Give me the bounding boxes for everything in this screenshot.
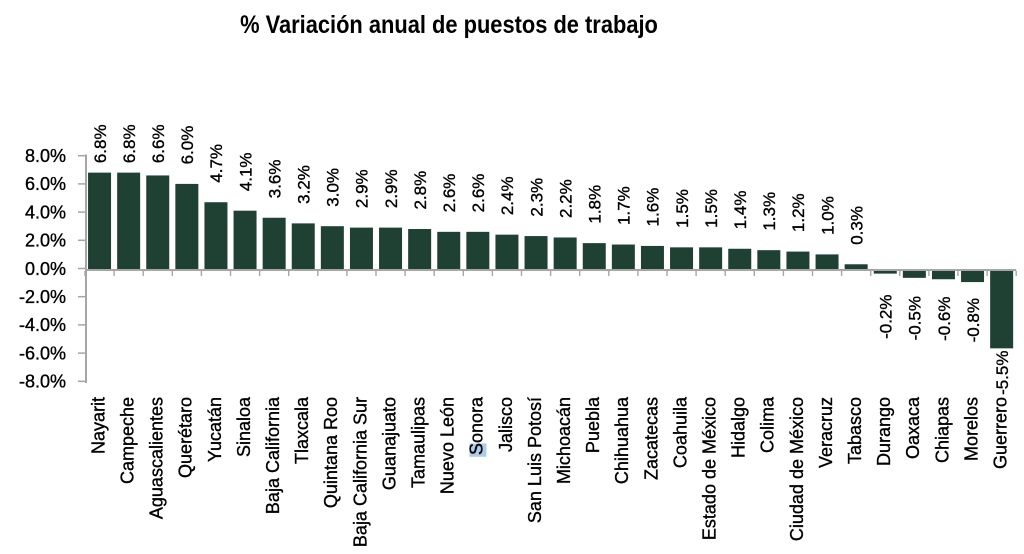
svg-text:0.3%: 0.3% <box>847 206 866 245</box>
svg-text:Coahuila: Coahuila <box>670 396 690 468</box>
svg-text:2.0%: 2.0% <box>25 231 66 251</box>
svg-text:Nuevo León: Nuevo León <box>438 397 458 494</box>
svg-text:1.8%: 1.8% <box>586 185 605 224</box>
svg-text:Michoacán: Michoacán <box>554 397 574 484</box>
svg-text:2.2%: 2.2% <box>556 179 575 218</box>
svg-text:2.9%: 2.9% <box>353 169 372 208</box>
svg-text:San Luis Potosí: San Luis Potosí <box>525 397 545 523</box>
svg-text:2.9%: 2.9% <box>382 169 401 208</box>
svg-text:Puebla: Puebla <box>583 396 603 453</box>
svg-text:Tabasco: Tabasco <box>845 397 865 464</box>
svg-text:2.3%: 2.3% <box>527 178 546 217</box>
svg-text:-0.5%: -0.5% <box>906 296 925 340</box>
svg-text:Baja California: Baja California <box>263 396 283 514</box>
svg-text:Colima: Colima <box>758 396 778 453</box>
svg-text:3.2%: 3.2% <box>295 165 314 204</box>
svg-text:Jalisco: Jalisco <box>496 397 516 452</box>
svg-text:Quintana Roo: Quintana Roo <box>321 397 341 508</box>
svg-text:Hidalgo: Hidalgo <box>729 397 749 458</box>
svg-text:3.6%: 3.6% <box>265 159 284 198</box>
svg-text:1.0%: 1.0% <box>818 196 837 235</box>
svg-text:-0.2%: -0.2% <box>877 295 896 339</box>
svg-text:4.1%: 4.1% <box>236 152 255 191</box>
svg-text:Ciudad de México: Ciudad de México <box>787 397 807 541</box>
svg-text:Yucatán: Yucatán <box>205 397 225 462</box>
svg-text:-5.5%: -5.5% <box>993 350 1012 394</box>
svg-text:1.5%: 1.5% <box>702 189 721 228</box>
svg-text:1.5%: 1.5% <box>673 189 692 228</box>
svg-text:4.0%: 4.0% <box>25 202 66 222</box>
svg-text:0.0%: 0.0% <box>25 259 66 279</box>
svg-text:2.8%: 2.8% <box>411 171 430 210</box>
svg-text:8.0%: 8.0% <box>25 146 66 166</box>
svg-text:Oaxaca: Oaxaca <box>903 396 923 459</box>
svg-text:1.7%: 1.7% <box>615 186 634 225</box>
svg-text:6.0%: 6.0% <box>25 174 66 194</box>
svg-text:1.3%: 1.3% <box>760 192 779 231</box>
svg-text:Chihuahua: Chihuahua <box>612 396 632 484</box>
svg-text:Tlaxcala: Tlaxcala <box>292 396 312 464</box>
svg-text:4.7%: 4.7% <box>207 144 226 183</box>
svg-text:2.6%: 2.6% <box>440 174 459 213</box>
svg-text:Durango: Durango <box>874 397 894 466</box>
svg-text:Sinaloa: Sinaloa <box>234 396 254 457</box>
svg-text:-2.0%: -2.0% <box>19 287 66 307</box>
svg-text:2.4%: 2.4% <box>498 176 517 215</box>
svg-text:6.8%: 6.8% <box>120 124 139 163</box>
svg-text:Chiapas: Chiapas <box>932 397 952 463</box>
svg-text:6.6%: 6.6% <box>149 124 168 163</box>
svg-text:Sonora: Sonora <box>467 396 487 455</box>
svg-text:3.0%: 3.0% <box>324 168 343 207</box>
svg-text:Aguascalientes: Aguascalientes <box>147 397 167 519</box>
svg-text:Nayarit: Nayarit <box>88 397 108 454</box>
svg-text:Zacatecas: Zacatecas <box>641 397 661 480</box>
svg-text:Baja California Sur: Baja California Sur <box>350 397 370 547</box>
svg-text:% Variación anual de puestos d: % Variación anual de puestos de trabajo <box>240 11 658 39</box>
svg-text:Guerrero: Guerrero <box>990 397 1010 469</box>
svg-text:1.6%: 1.6% <box>644 188 663 227</box>
svg-text:6.8%: 6.8% <box>91 124 110 163</box>
svg-text:-4.0%: -4.0% <box>19 315 66 335</box>
svg-text:-0.6%: -0.6% <box>935 297 954 341</box>
svg-text:-0.8%: -0.8% <box>964 298 983 342</box>
svg-text:Querétaro: Querétaro <box>176 397 196 478</box>
svg-text:Estado de México: Estado de México <box>699 397 719 540</box>
svg-text:-6.0%: -6.0% <box>19 343 66 363</box>
svg-text:-8.0%: -8.0% <box>19 372 66 392</box>
svg-text:Morelos: Morelos <box>961 397 981 461</box>
svg-text:Tamaulipas: Tamaulipas <box>408 397 428 488</box>
svg-text:1.4%: 1.4% <box>731 191 750 230</box>
svg-text:2.6%: 2.6% <box>469 174 488 213</box>
svg-text:Veracruz: Veracruz <box>816 397 836 468</box>
svg-text:1.2%: 1.2% <box>789 193 808 232</box>
svg-text:Campeche: Campeche <box>117 397 137 484</box>
svg-text:Guanajuato: Guanajuato <box>379 397 399 490</box>
svg-text:6.0%: 6.0% <box>178 126 197 165</box>
